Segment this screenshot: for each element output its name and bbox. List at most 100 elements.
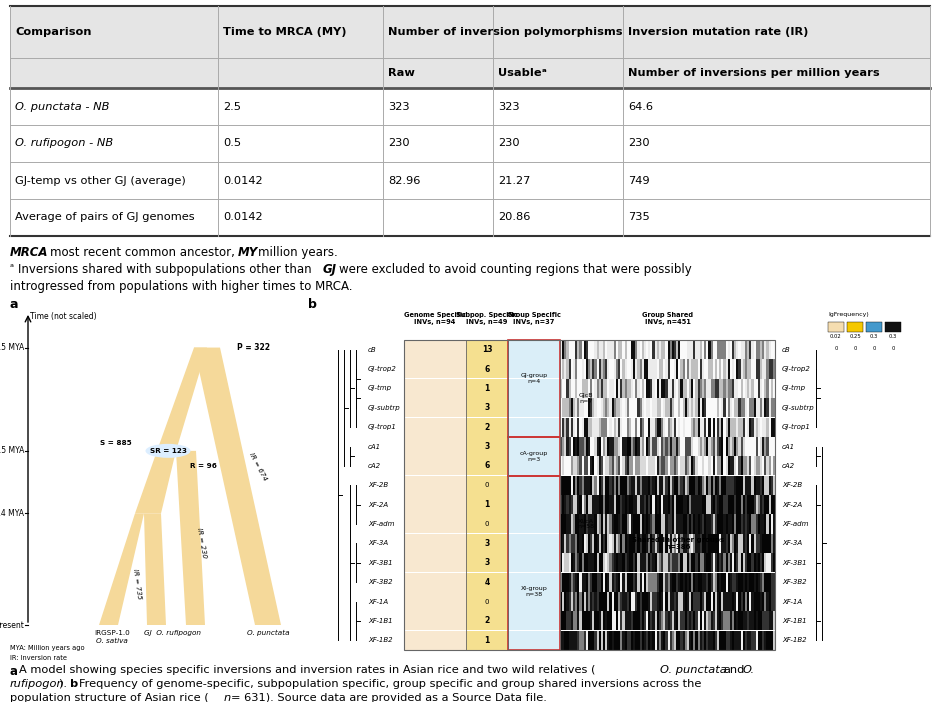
Bar bbox=[650, 379, 652, 398]
Bar bbox=[706, 359, 709, 378]
Bar bbox=[569, 534, 571, 553]
Bar bbox=[588, 456, 590, 475]
Bar bbox=[567, 630, 569, 650]
Bar bbox=[644, 359, 646, 378]
Bar bbox=[601, 340, 603, 359]
Bar bbox=[681, 534, 682, 553]
Bar bbox=[616, 592, 619, 611]
Bar bbox=[666, 476, 667, 495]
Bar bbox=[702, 437, 704, 456]
Text: cB: cB bbox=[368, 347, 377, 352]
Bar bbox=[702, 495, 704, 514]
Bar bbox=[619, 340, 620, 359]
Text: million years.: million years. bbox=[258, 246, 337, 259]
Bar bbox=[736, 630, 739, 650]
Bar bbox=[749, 515, 751, 534]
Bar bbox=[717, 340, 719, 359]
Bar bbox=[766, 398, 769, 417]
Bar bbox=[696, 515, 697, 534]
Bar bbox=[760, 398, 762, 417]
Bar bbox=[627, 379, 629, 398]
Bar bbox=[762, 418, 764, 437]
Bar bbox=[594, 573, 597, 592]
Bar bbox=[666, 553, 667, 572]
Bar bbox=[771, 437, 773, 456]
Bar bbox=[597, 476, 599, 495]
Bar bbox=[564, 495, 567, 514]
Text: 6: 6 bbox=[484, 364, 490, 373]
Bar bbox=[687, 418, 689, 437]
Bar bbox=[590, 630, 592, 650]
Bar bbox=[612, 630, 614, 650]
Bar bbox=[702, 573, 704, 592]
Bar bbox=[614, 418, 616, 437]
Bar bbox=[649, 534, 650, 553]
Bar bbox=[612, 456, 614, 475]
Bar bbox=[696, 495, 697, 514]
Bar bbox=[592, 573, 594, 592]
Bar bbox=[564, 553, 567, 572]
Text: 2.5 MYA: 2.5 MYA bbox=[0, 343, 24, 352]
Bar bbox=[572, 592, 575, 611]
Bar bbox=[719, 592, 721, 611]
Bar bbox=[687, 515, 689, 534]
Bar bbox=[588, 398, 590, 417]
Bar bbox=[747, 418, 749, 437]
Bar bbox=[687, 495, 689, 514]
Bar bbox=[588, 495, 590, 514]
Bar bbox=[654, 340, 657, 359]
Bar bbox=[569, 359, 571, 378]
Bar bbox=[620, 340, 622, 359]
Bar bbox=[635, 476, 637, 495]
Bar bbox=[724, 630, 726, 650]
Bar bbox=[744, 515, 747, 534]
Bar bbox=[691, 359, 694, 378]
Bar bbox=[691, 515, 694, 534]
Bar bbox=[661, 359, 664, 378]
Bar bbox=[674, 630, 676, 650]
Bar bbox=[696, 476, 697, 495]
Bar bbox=[756, 611, 758, 630]
Bar bbox=[766, 534, 769, 553]
Bar bbox=[592, 359, 594, 378]
Bar bbox=[664, 340, 666, 359]
Bar bbox=[404, 553, 466, 572]
Bar bbox=[609, 359, 612, 378]
Bar bbox=[702, 630, 704, 650]
Bar bbox=[696, 359, 697, 378]
Bar bbox=[588, 476, 590, 495]
Bar bbox=[667, 495, 669, 514]
Bar bbox=[635, 630, 637, 650]
Bar bbox=[650, 515, 652, 534]
Bar bbox=[572, 515, 575, 534]
Bar bbox=[689, 592, 691, 611]
Bar bbox=[508, 611, 560, 630]
Bar bbox=[579, 340, 582, 359]
Bar bbox=[616, 495, 619, 514]
Bar bbox=[666, 437, 667, 456]
Bar bbox=[404, 630, 466, 649]
Bar bbox=[584, 611, 586, 630]
Bar bbox=[729, 495, 732, 514]
Bar bbox=[672, 359, 674, 378]
Bar bbox=[603, 476, 605, 495]
Bar bbox=[560, 630, 562, 650]
Bar bbox=[631, 534, 634, 553]
Bar bbox=[687, 611, 689, 630]
Bar bbox=[582, 630, 584, 650]
Text: MYA: Million years ago: MYA: Million years ago bbox=[10, 645, 85, 651]
Bar bbox=[560, 534, 562, 553]
Text: 0: 0 bbox=[872, 346, 876, 351]
Bar bbox=[592, 476, 594, 495]
Text: GJ-trop2: GJ-trop2 bbox=[368, 366, 397, 372]
Bar bbox=[766, 495, 769, 514]
Bar bbox=[657, 340, 659, 359]
Bar bbox=[652, 476, 654, 495]
Bar bbox=[607, 515, 609, 534]
Bar bbox=[682, 379, 684, 398]
Bar bbox=[637, 495, 639, 514]
Bar bbox=[684, 573, 687, 592]
Bar bbox=[679, 437, 681, 456]
Bar bbox=[634, 359, 635, 378]
Bar bbox=[694, 476, 696, 495]
